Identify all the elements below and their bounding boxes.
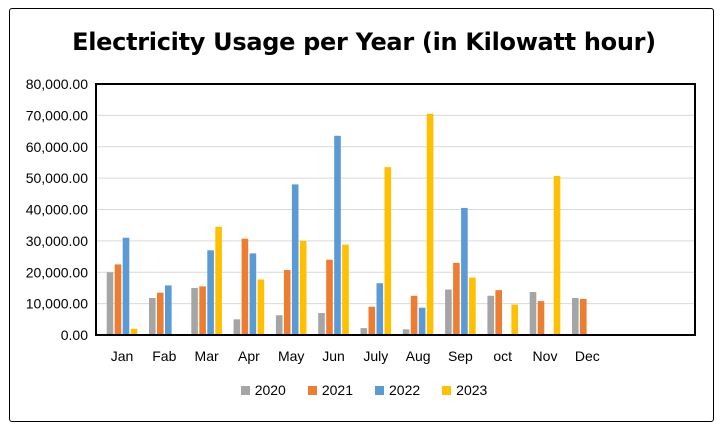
y-tick-label: 80,000.00 <box>26 76 88 92</box>
legend-item-2023: 2023 <box>442 382 487 398</box>
bar-2023-apr <box>257 279 265 335</box>
bar-2020-dec <box>572 297 579 335</box>
bar-2020-sep <box>445 289 452 335</box>
bar-2022-july <box>376 283 384 335</box>
bar-2021-jan <box>114 264 122 335</box>
x-tick-label: Nov <box>533 348 558 364</box>
chart-title: Electricity Usage per Year (in Kilowatt … <box>72 28 656 56</box>
y-tick-label: 70,000.00 <box>26 107 88 123</box>
bar-2022-fab <box>165 285 172 335</box>
bar-2020-jun <box>318 313 325 335</box>
bar-2022-aug <box>418 307 426 335</box>
bar-2023-sep <box>469 277 476 335</box>
bar-2021-oct <box>495 290 502 335</box>
legend-label: 2021 <box>321 382 353 398</box>
legend-label: 2023 <box>456 382 488 398</box>
y-tick-label: 50,000.00 <box>26 170 88 186</box>
legend-label: 2022 <box>389 382 421 398</box>
bar-2021-nov <box>537 301 545 335</box>
bar-2022-sep <box>461 207 468 335</box>
bar-2022-jun <box>334 135 341 335</box>
bar-2023-july <box>384 167 392 335</box>
bar-2021-may <box>283 270 291 335</box>
y-tick-label: 40,000.00 <box>26 202 88 218</box>
legend-swatch <box>307 385 317 395</box>
bar-2022-may <box>291 184 299 335</box>
legend-item-2021: 2021 <box>307 382 353 398</box>
bar-2021-apr <box>241 238 249 335</box>
bar-2020-mar <box>191 287 198 335</box>
legend-swatch <box>240 385 250 395</box>
legend-item-2022: 2022 <box>375 382 420 398</box>
y-tick-label: 10,000.00 <box>26 296 88 312</box>
bar-2020-july <box>360 328 368 335</box>
bar-2023-jan <box>130 328 138 335</box>
bar-2020-oct <box>487 295 494 335</box>
bar-2023-nov <box>553 175 561 335</box>
y-tick-label: 60,000.00 <box>26 139 88 155</box>
x-tick-label: Sep <box>448 348 473 364</box>
x-tick-label: May <box>278 348 304 364</box>
legend: 2020 2021 2022 2023 <box>0 382 728 398</box>
chart-frame <box>9 8 714 422</box>
y-tick-label: 0.00 <box>61 327 88 343</box>
x-tick-label: Apr <box>238 348 260 364</box>
x-tick-label: Aug <box>406 348 431 364</box>
bar-2020-apr <box>233 319 241 335</box>
bar-2020-fab <box>149 297 156 335</box>
bar-2021-mar <box>199 286 206 335</box>
bar-2020-jan <box>106 272 114 335</box>
legend-item-2020: 2020 <box>240 382 286 398</box>
plot-border <box>95 83 696 336</box>
bar-2023-jun <box>342 244 349 335</box>
bar-2021-dec <box>580 298 587 335</box>
bar-2023-may <box>299 240 307 335</box>
x-tick-label: Jun <box>322 348 345 364</box>
legend-swatch <box>375 385 384 395</box>
legend-swatch <box>442 385 452 395</box>
bar-2023-oct <box>511 304 518 335</box>
bar-2021-sep <box>453 262 460 335</box>
bar-2021-fab <box>157 292 164 335</box>
bar-2022-mar <box>207 250 214 335</box>
y-tick-label: 30,000.00 <box>26 233 88 249</box>
bar-2022-apr <box>249 253 257 335</box>
bar-2021-jun <box>326 259 333 335</box>
x-tick-label: Fab <box>152 348 176 364</box>
x-tick-label: July <box>363 348 388 364</box>
bar-2023-mar <box>215 226 222 335</box>
legend-label: 2020 <box>254 382 286 398</box>
x-tick-label: Dec <box>575 348 600 364</box>
bar-2020-may <box>275 315 283 335</box>
x-tick-label: Jan <box>111 348 134 364</box>
x-tick-label: Mar <box>195 348 219 364</box>
bar-2020-nov <box>529 292 537 335</box>
bar-2021-july <box>368 306 376 335</box>
bar-2020-aug <box>402 329 410 335</box>
bar-2023-aug <box>426 113 434 336</box>
bar-2021-aug <box>410 295 418 335</box>
x-tick-label: oct <box>493 348 512 364</box>
bar-2022-jan <box>122 237 130 335</box>
y-tick-label: 20,000.00 <box>26 264 88 280</box>
